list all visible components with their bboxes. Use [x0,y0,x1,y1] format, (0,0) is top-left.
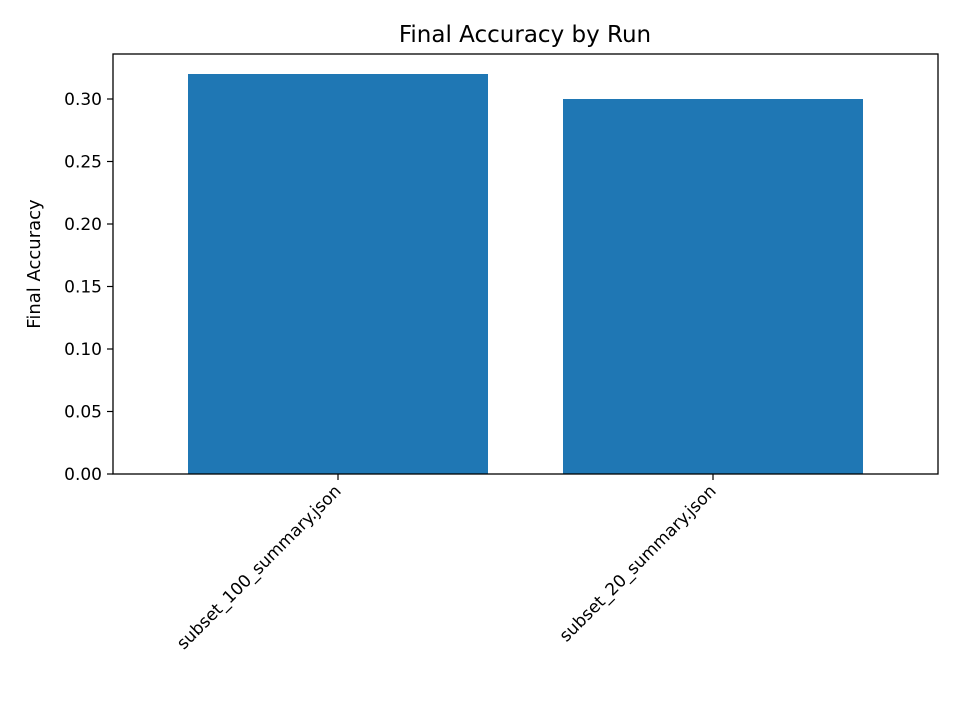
x-tick-label: subset_20_summary.json [556,481,721,646]
y-tick-label: 0.15 [64,278,102,298]
y-tick-label: 0.05 [64,403,102,423]
y-tick-label: 0.25 [64,153,102,173]
plot-frame [112,53,939,475]
x-tick-label: subset_100_summary.json [173,481,345,653]
y-ticks-group: 0.00 0.05 0.10 0.15 0.20 0.25 0.30 [64,90,113,485]
bar [188,74,488,474]
y-tick-label: 0.20 [64,215,102,235]
bars-group [188,74,863,474]
bar [563,99,863,474]
y-tick-label: 0.00 [64,465,102,485]
y-tick-label: 0.30 [64,90,102,110]
y-tick-label: 0.10 [64,340,102,360]
x-ticks-group: subset_100_summary.json subset_20_summary… [173,474,721,654]
chart-title: Final Accuracy by Run [399,22,651,48]
y-axis-label: Final Accuracy [24,199,45,329]
